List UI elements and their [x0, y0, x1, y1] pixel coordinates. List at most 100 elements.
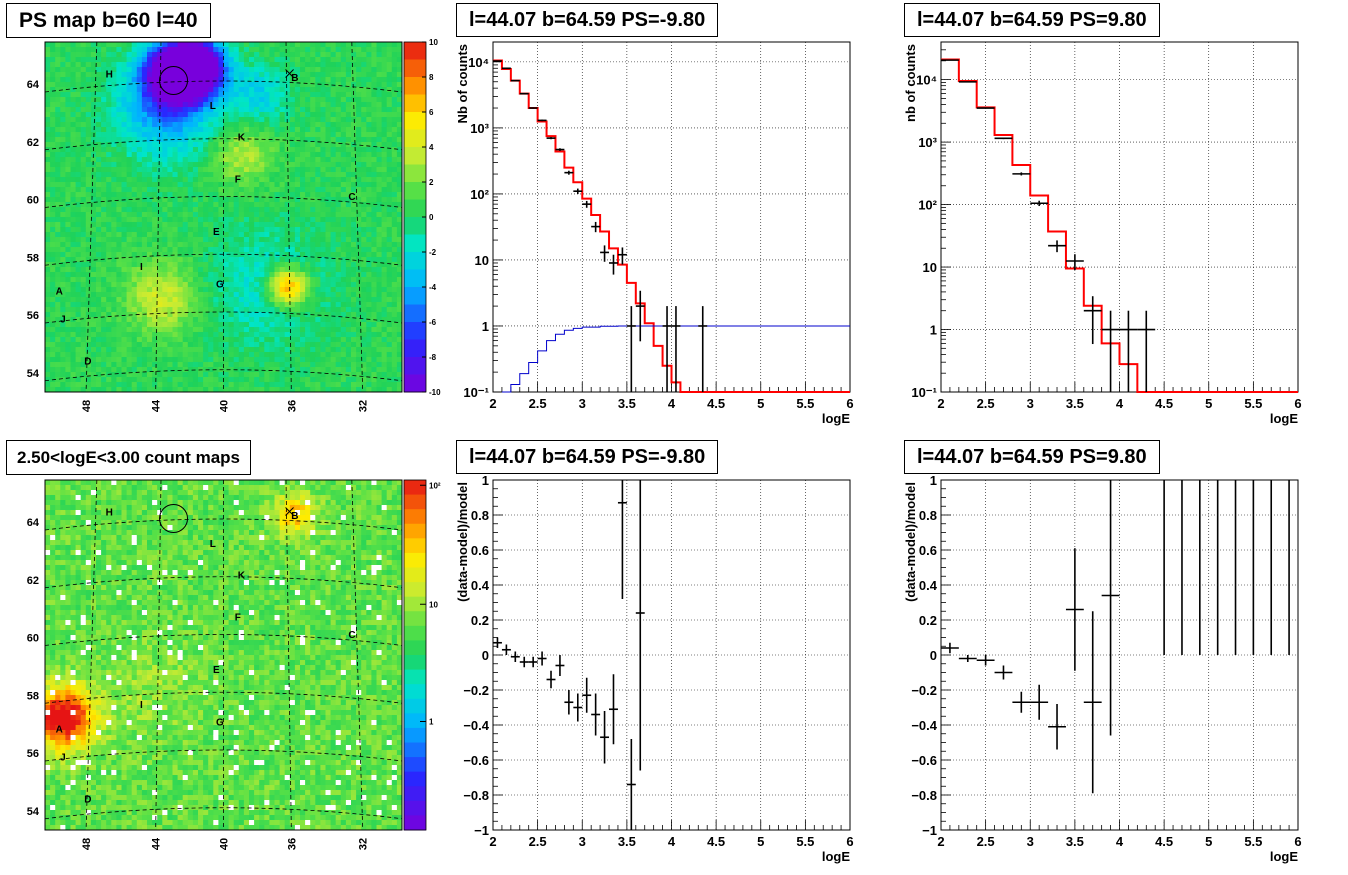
map-pixel — [351, 337, 357, 343]
map-pixel — [371, 87, 377, 93]
map-pixel — [65, 362, 71, 368]
map-pixel — [90, 242, 97, 248]
map-pixel — [386, 82, 393, 88]
map-pixel — [111, 202, 117, 208]
map-pixel — [351, 52, 357, 58]
map-pixel — [172, 107, 178, 113]
map-pixel — [172, 187, 178, 193]
map-pixel — [269, 232, 275, 238]
map-pixel — [310, 47, 316, 53]
map-pixel — [249, 302, 255, 308]
map-pixel — [50, 107, 56, 113]
map-pixel — [356, 87, 362, 93]
map-pixel — [376, 227, 382, 233]
map-pixel — [371, 302, 377, 308]
map-pixel — [289, 87, 296, 93]
map-pixel — [187, 152, 194, 158]
map-pixel — [361, 317, 367, 323]
map-pixel — [279, 127, 286, 133]
map-pixel — [391, 117, 398, 123]
map-pixel — [167, 82, 173, 88]
map-pixel — [335, 132, 342, 138]
map-pixel — [70, 142, 76, 148]
map-pixel — [228, 207, 235, 213]
map-pixel — [45, 277, 51, 283]
map-pixel — [208, 292, 214, 298]
map-pixel — [249, 162, 255, 168]
colorbar-cell — [404, 217, 426, 235]
map-pixel — [254, 292, 260, 298]
map-pixel — [80, 332, 87, 338]
map-pixel — [182, 357, 189, 363]
map-pixel — [60, 292, 66, 298]
map-pixel — [172, 357, 178, 363]
map-pixel — [264, 272, 270, 278]
map-pixel — [136, 227, 143, 233]
map-pixel — [356, 102, 362, 108]
map-pixel — [238, 327, 245, 333]
map-pixel — [50, 232, 56, 238]
map-pixel — [396, 207, 403, 213]
map-pixel — [269, 62, 275, 68]
map-pixel — [396, 317, 403, 323]
map-pixel — [136, 152, 143, 158]
map-pixel — [101, 127, 107, 133]
map-pixel — [320, 337, 326, 343]
map-pixel — [198, 247, 204, 253]
map-pixel — [228, 227, 235, 233]
map-pixel — [330, 382, 337, 388]
map-pixel — [203, 272, 209, 278]
map-pixel — [177, 237, 184, 243]
map-pixel — [223, 372, 229, 378]
map-pixel — [177, 352, 184, 358]
map-pixel — [172, 197, 178, 203]
map-pixel — [162, 122, 168, 128]
map-pixel — [228, 82, 235, 88]
map-pixel — [264, 117, 270, 123]
map-pixel — [147, 257, 153, 263]
map-pixel — [269, 357, 275, 363]
map-pixel — [167, 67, 173, 73]
map-y-tick-label: 64 — [27, 79, 40, 91]
map-pixel — [85, 227, 92, 233]
map-pixel — [330, 152, 337, 158]
map-pixel — [376, 217, 382, 223]
source-label-F: F — [235, 175, 241, 186]
map-pixel — [391, 227, 398, 233]
map-pixel — [356, 112, 362, 118]
map-pixel — [361, 147, 367, 153]
map-pixel — [335, 342, 342, 348]
map-pixel — [233, 137, 240, 143]
map-pixel — [335, 302, 342, 308]
map-pixel — [294, 162, 301, 168]
map-pixel — [213, 317, 219, 323]
map-pixel — [330, 217, 337, 223]
map-pixel — [90, 217, 97, 223]
map-pixel — [254, 122, 260, 128]
map-pixel — [198, 217, 204, 223]
map-pixel — [147, 322, 153, 328]
map-pixel — [90, 67, 97, 73]
map-pixel — [50, 67, 56, 73]
map-pixel — [391, 267, 398, 273]
map-pixel — [340, 347, 347, 353]
map-pixel — [376, 202, 382, 208]
map-pixel — [315, 67, 321, 73]
map-pixel — [259, 67, 265, 73]
map-pixel — [233, 132, 240, 138]
map-pixel — [182, 52, 189, 58]
map-pixel — [90, 187, 97, 193]
colorbar-cell — [404, 322, 426, 340]
map-pixel — [131, 122, 138, 128]
map-pixel — [187, 87, 194, 93]
map-pixel — [80, 57, 87, 63]
map-pixel — [361, 172, 367, 178]
map-pixel — [284, 297, 291, 303]
map-pixel — [213, 42, 219, 48]
map-pixel — [366, 282, 372, 288]
map-pixel — [254, 137, 260, 143]
map-pixel — [289, 332, 296, 338]
map-pixel — [121, 287, 127, 293]
map-pixel — [330, 52, 337, 58]
map-pixel — [101, 377, 107, 383]
